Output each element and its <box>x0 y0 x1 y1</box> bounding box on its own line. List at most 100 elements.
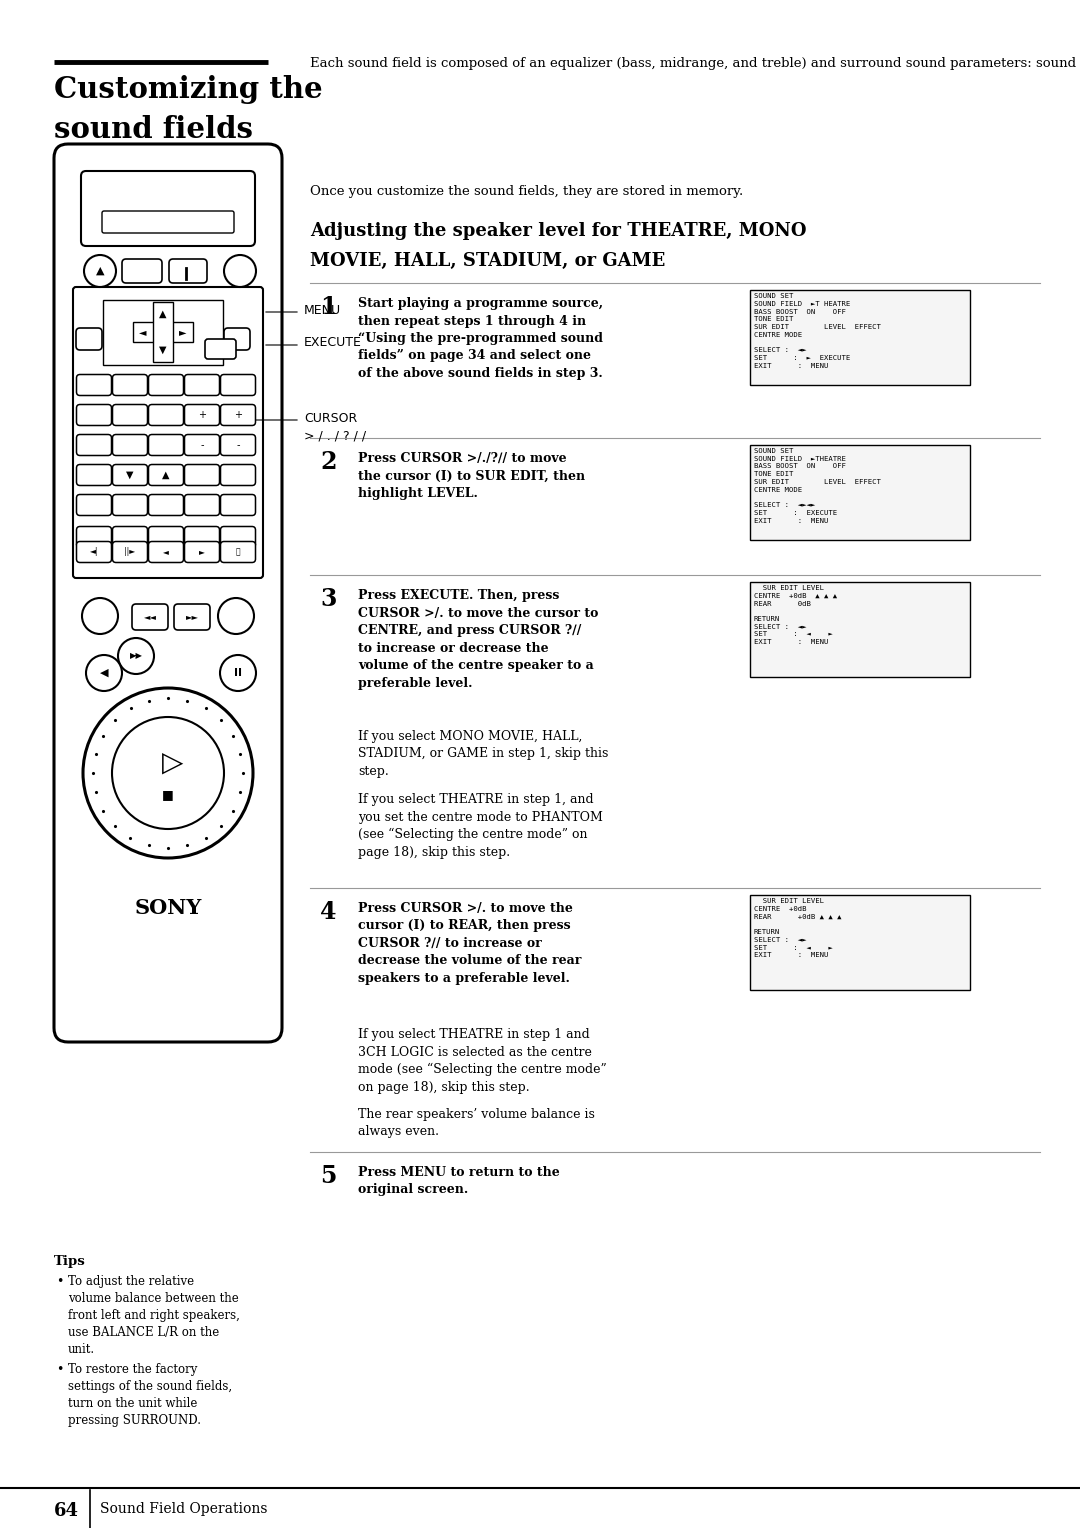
FancyBboxPatch shape <box>185 541 219 562</box>
Text: Tips: Tips <box>54 1254 85 1268</box>
Text: 2: 2 <box>320 451 337 474</box>
Text: ◄: ◄ <box>163 547 168 556</box>
FancyBboxPatch shape <box>185 495 219 515</box>
FancyBboxPatch shape <box>77 527 111 547</box>
FancyBboxPatch shape <box>149 541 184 562</box>
FancyBboxPatch shape <box>185 405 219 425</box>
Bar <box>750 445 970 539</box>
Text: ▷: ▷ <box>162 749 184 778</box>
Circle shape <box>218 597 254 634</box>
Text: 1: 1 <box>320 295 337 319</box>
FancyBboxPatch shape <box>185 527 219 547</box>
FancyBboxPatch shape <box>168 260 207 283</box>
FancyBboxPatch shape <box>73 287 264 578</box>
FancyBboxPatch shape <box>77 405 111 425</box>
Text: Once you customize the sound fields, they are stored in memory.: Once you customize the sound fields, the… <box>310 185 743 199</box>
FancyBboxPatch shape <box>220 374 256 396</box>
FancyBboxPatch shape <box>149 495 184 515</box>
Text: ◄: ◄ <box>139 327 147 338</box>
Bar <box>750 895 970 990</box>
Text: +: + <box>198 410 206 420</box>
Text: Press CURSOR >/. to move the
cursor (I) to REAR, then press
CURSOR ?∕/ to increa: Press CURSOR >/. to move the cursor (I) … <box>357 902 581 986</box>
Bar <box>153 303 173 362</box>
FancyBboxPatch shape <box>77 374 111 396</box>
Text: 5: 5 <box>320 1164 336 1187</box>
Text: 4: 4 <box>320 900 337 924</box>
Text: To restore the factory
settings of the sound fields,
turn on the unit while
pres: To restore the factory settings of the s… <box>68 1363 232 1427</box>
Text: CURSOR: CURSOR <box>303 411 357 425</box>
Text: ►►: ►► <box>186 613 199 622</box>
Text: ▶▶: ▶▶ <box>130 651 143 660</box>
Text: ⬜: ⬜ <box>235 547 241 556</box>
FancyBboxPatch shape <box>122 260 162 283</box>
Text: 64: 64 <box>54 1502 79 1520</box>
FancyBboxPatch shape <box>220 527 256 547</box>
FancyBboxPatch shape <box>220 495 256 515</box>
FancyBboxPatch shape <box>112 374 148 396</box>
Text: Each sound field is composed of an equalizer (bass, midrange, and treble) and su: Each sound field is composed of an equal… <box>310 57 1080 70</box>
FancyBboxPatch shape <box>112 541 148 562</box>
Text: Sound Field Operations: Sound Field Operations <box>100 1502 268 1516</box>
Circle shape <box>82 597 118 634</box>
Text: SUR EDIT LEVEL
CENTRE  +0dB
REAR      +0dB ▲ ▲ ▲

RETURN
SELECT :  ◄►
SET      :: SUR EDIT LEVEL CENTRE +0dB REAR +0dB ▲ ▲… <box>754 898 841 958</box>
Text: If you select MONO MOVIE, HALL,
STADIUM, or GAME in step 1, skip this
step.: If you select MONO MOVIE, HALL, STADIUM,… <box>357 730 608 778</box>
Text: -: - <box>237 440 240 451</box>
FancyBboxPatch shape <box>149 434 184 455</box>
Text: > / . / ? / /: > / . / ? / / <box>303 429 366 443</box>
Bar <box>750 582 970 677</box>
FancyBboxPatch shape <box>76 329 102 350</box>
Text: ►: ► <box>199 547 205 556</box>
FancyBboxPatch shape <box>185 434 219 455</box>
Text: MOVIE, HALL, STADIUM, or GAME: MOVIE, HALL, STADIUM, or GAME <box>310 252 665 270</box>
Text: Press MENU to return to the
original screen.: Press MENU to return to the original scr… <box>357 1166 559 1196</box>
FancyBboxPatch shape <box>149 405 184 425</box>
FancyBboxPatch shape <box>205 339 237 359</box>
Text: ▼: ▼ <box>126 471 134 480</box>
Text: ◄|: ◄| <box>90 547 98 556</box>
FancyBboxPatch shape <box>220 405 256 425</box>
Text: II: II <box>234 668 242 678</box>
Text: Start playing a programme source,
then repeat steps 1 through 4 in
“Using the pr: Start playing a programme source, then r… <box>357 296 603 380</box>
FancyBboxPatch shape <box>112 527 148 547</box>
FancyBboxPatch shape <box>54 144 282 1042</box>
FancyBboxPatch shape <box>174 604 210 630</box>
Text: sound fields: sound fields <box>54 115 253 144</box>
FancyBboxPatch shape <box>112 405 148 425</box>
Text: •: • <box>56 1274 64 1288</box>
FancyBboxPatch shape <box>185 465 219 486</box>
FancyBboxPatch shape <box>81 171 255 246</box>
Text: ▼: ▼ <box>159 345 166 354</box>
FancyBboxPatch shape <box>220 434 256 455</box>
FancyBboxPatch shape <box>149 374 184 396</box>
FancyBboxPatch shape <box>132 604 168 630</box>
Text: SUR EDIT LEVEL
CENTRE  +0dB  ▲ ▲ ▲
REAR      0dB

RETURN
SELECT :  ◄►
SET      :: SUR EDIT LEVEL CENTRE +0dB ▲ ▲ ▲ REAR 0d… <box>754 585 837 645</box>
FancyBboxPatch shape <box>220 541 256 562</box>
Text: SOUND SET
SOUND FIELD  ►T HEATRE
BASS BOOST  ON    OFF
TONE EDIT
SUR EDIT       : SOUND SET SOUND FIELD ►T HEATRE BASS BOO… <box>754 293 881 368</box>
Circle shape <box>224 255 256 287</box>
FancyBboxPatch shape <box>77 541 111 562</box>
FancyBboxPatch shape <box>77 495 111 515</box>
Circle shape <box>112 717 224 830</box>
FancyBboxPatch shape <box>149 465 184 486</box>
Text: To adjust the relative
volume balance between the
front left and right speakers,: To adjust the relative volume balance be… <box>68 1274 240 1355</box>
Text: If you select THEATRE in step 1 and
3CH LOGIC is selected as the centre
mode (se: If you select THEATRE in step 1 and 3CH … <box>357 1028 607 1094</box>
Text: MENU: MENU <box>303 304 341 316</box>
Circle shape <box>220 656 256 691</box>
Text: ►: ► <box>179 327 187 338</box>
Text: ▲: ▲ <box>96 266 105 277</box>
Bar <box>133 322 193 342</box>
Text: ||►: ||► <box>124 547 136 556</box>
Text: +: + <box>234 410 242 420</box>
Text: 3: 3 <box>320 587 336 611</box>
Text: ▲: ▲ <box>162 471 170 480</box>
Text: SONY: SONY <box>134 898 202 918</box>
FancyBboxPatch shape <box>102 211 234 232</box>
FancyBboxPatch shape <box>220 465 256 486</box>
Text: ■: ■ <box>162 788 174 802</box>
FancyBboxPatch shape <box>112 465 148 486</box>
Circle shape <box>83 688 253 859</box>
Circle shape <box>118 639 154 674</box>
FancyBboxPatch shape <box>77 465 111 486</box>
Text: Press EXECUTE. Then, press
CURSOR >/. to move the cursor to
CENTRE, and press CU: Press EXECUTE. Then, press CURSOR >/. to… <box>357 588 598 689</box>
Circle shape <box>86 656 122 691</box>
